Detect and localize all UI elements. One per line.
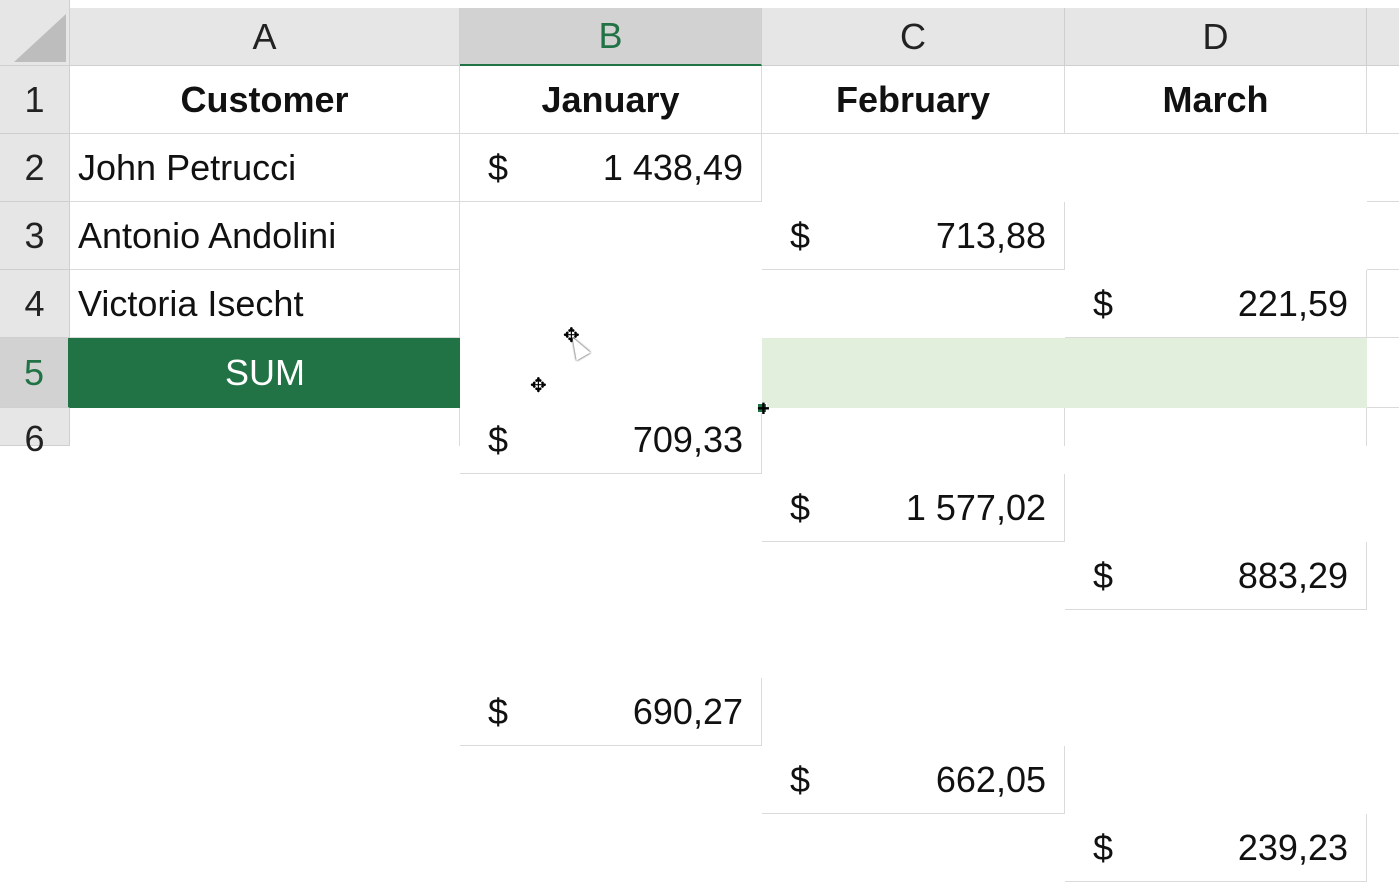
cell-d3[interactable]: $ 883,29: [1065, 542, 1367, 610]
currency-symbol: $: [790, 758, 811, 800]
cell-e2[interactable]: [1367, 134, 1399, 202]
currency-symbol: $: [790, 486, 811, 528]
cell-d6[interactable]: [1065, 408, 1367, 446]
cell-a3[interactable]: Antonio Andolini: [70, 202, 460, 270]
cell-c4[interactable]: $ 662,05: [762, 746, 1065, 814]
amount: 1 577,02: [905, 486, 1046, 528]
cell-c1[interactable]: February: [762, 66, 1065, 134]
column-header-b[interactable]: B: [460, 8, 762, 66]
row-header-6[interactable]: 6: [0, 408, 70, 459]
cell-e4[interactable]: [1367, 270, 1399, 338]
amount: 713,88: [935, 214, 1046, 256]
currency-symbol: $: [1093, 826, 1114, 868]
column-header-c[interactable]: C: [762, 8, 1065, 66]
cell-a4[interactable]: Victoria Isecht: [70, 270, 460, 338]
cell-b1[interactable]: January: [460, 66, 762, 134]
currency-symbol: $: [1093, 282, 1114, 324]
amount: 690,27: [632, 690, 743, 732]
column-header-d[interactable]: D: [1065, 8, 1367, 66]
cell-e5[interactable]: [1367, 338, 1399, 408]
move-cursor-icon: ✥: [563, 325, 580, 347]
row-header-5[interactable]: 5: [0, 338, 70, 408]
fill-crosshair-icon: +: [757, 396, 770, 421]
column-header-a[interactable]: A: [70, 8, 460, 66]
cell-b6[interactable]: [460, 408, 762, 446]
cells-c5-d5-highlight[interactable]: [762, 338, 1367, 408]
fill-handle[interactable]: [757, 403, 767, 413]
amount: 1 438,49: [602, 146, 743, 188]
currency-symbol: $: [790, 214, 811, 256]
cell-d2[interactable]: $ 221,59: [1065, 270, 1367, 338]
cell-select-cursor-icon: ✥: [530, 375, 547, 397]
currency-symbol: $: [488, 690, 509, 732]
select-all-triangle-icon: [14, 14, 66, 62]
cell-a1[interactable]: Customer: [70, 66, 460, 134]
amount: 221,59: [1237, 282, 1348, 324]
amount: 239,23: [1237, 826, 1348, 868]
cell-c3[interactable]: $ 1 577,02: [762, 474, 1065, 542]
cell-a6[interactable]: [70, 408, 460, 446]
cell-a2[interactable]: John Petrucci: [70, 134, 460, 202]
cell-d1[interactable]: March: [1065, 66, 1367, 134]
cell-e3[interactable]: [1367, 202, 1399, 270]
row-header-1[interactable]: 1: [0, 66, 70, 134]
cell-c6[interactable]: [762, 408, 1065, 446]
cell-b2[interactable]: $ 1 438,49: [460, 134, 762, 202]
cell-d4[interactable]: $ 239,23: [1065, 814, 1367, 882]
row-header-3[interactable]: 3: [0, 202, 70, 270]
row-header-2[interactable]: 2: [0, 134, 70, 202]
cell-a5-sum-label[interactable]: SUM: [70, 338, 460, 408]
cell-e1[interactable]: [1367, 66, 1399, 134]
cell-b4[interactable]: $ 690,27: [460, 678, 762, 746]
amount: 883,29: [1237, 554, 1348, 596]
amount: 662,05: [935, 758, 1046, 800]
currency-symbol: $: [1093, 554, 1114, 596]
row-header-4[interactable]: 4: [0, 270, 70, 338]
column-header-e-partial[interactable]: [1367, 8, 1399, 66]
cell-c2[interactable]: $ 713,88: [762, 202, 1065, 270]
currency-symbol: $: [488, 146, 509, 188]
